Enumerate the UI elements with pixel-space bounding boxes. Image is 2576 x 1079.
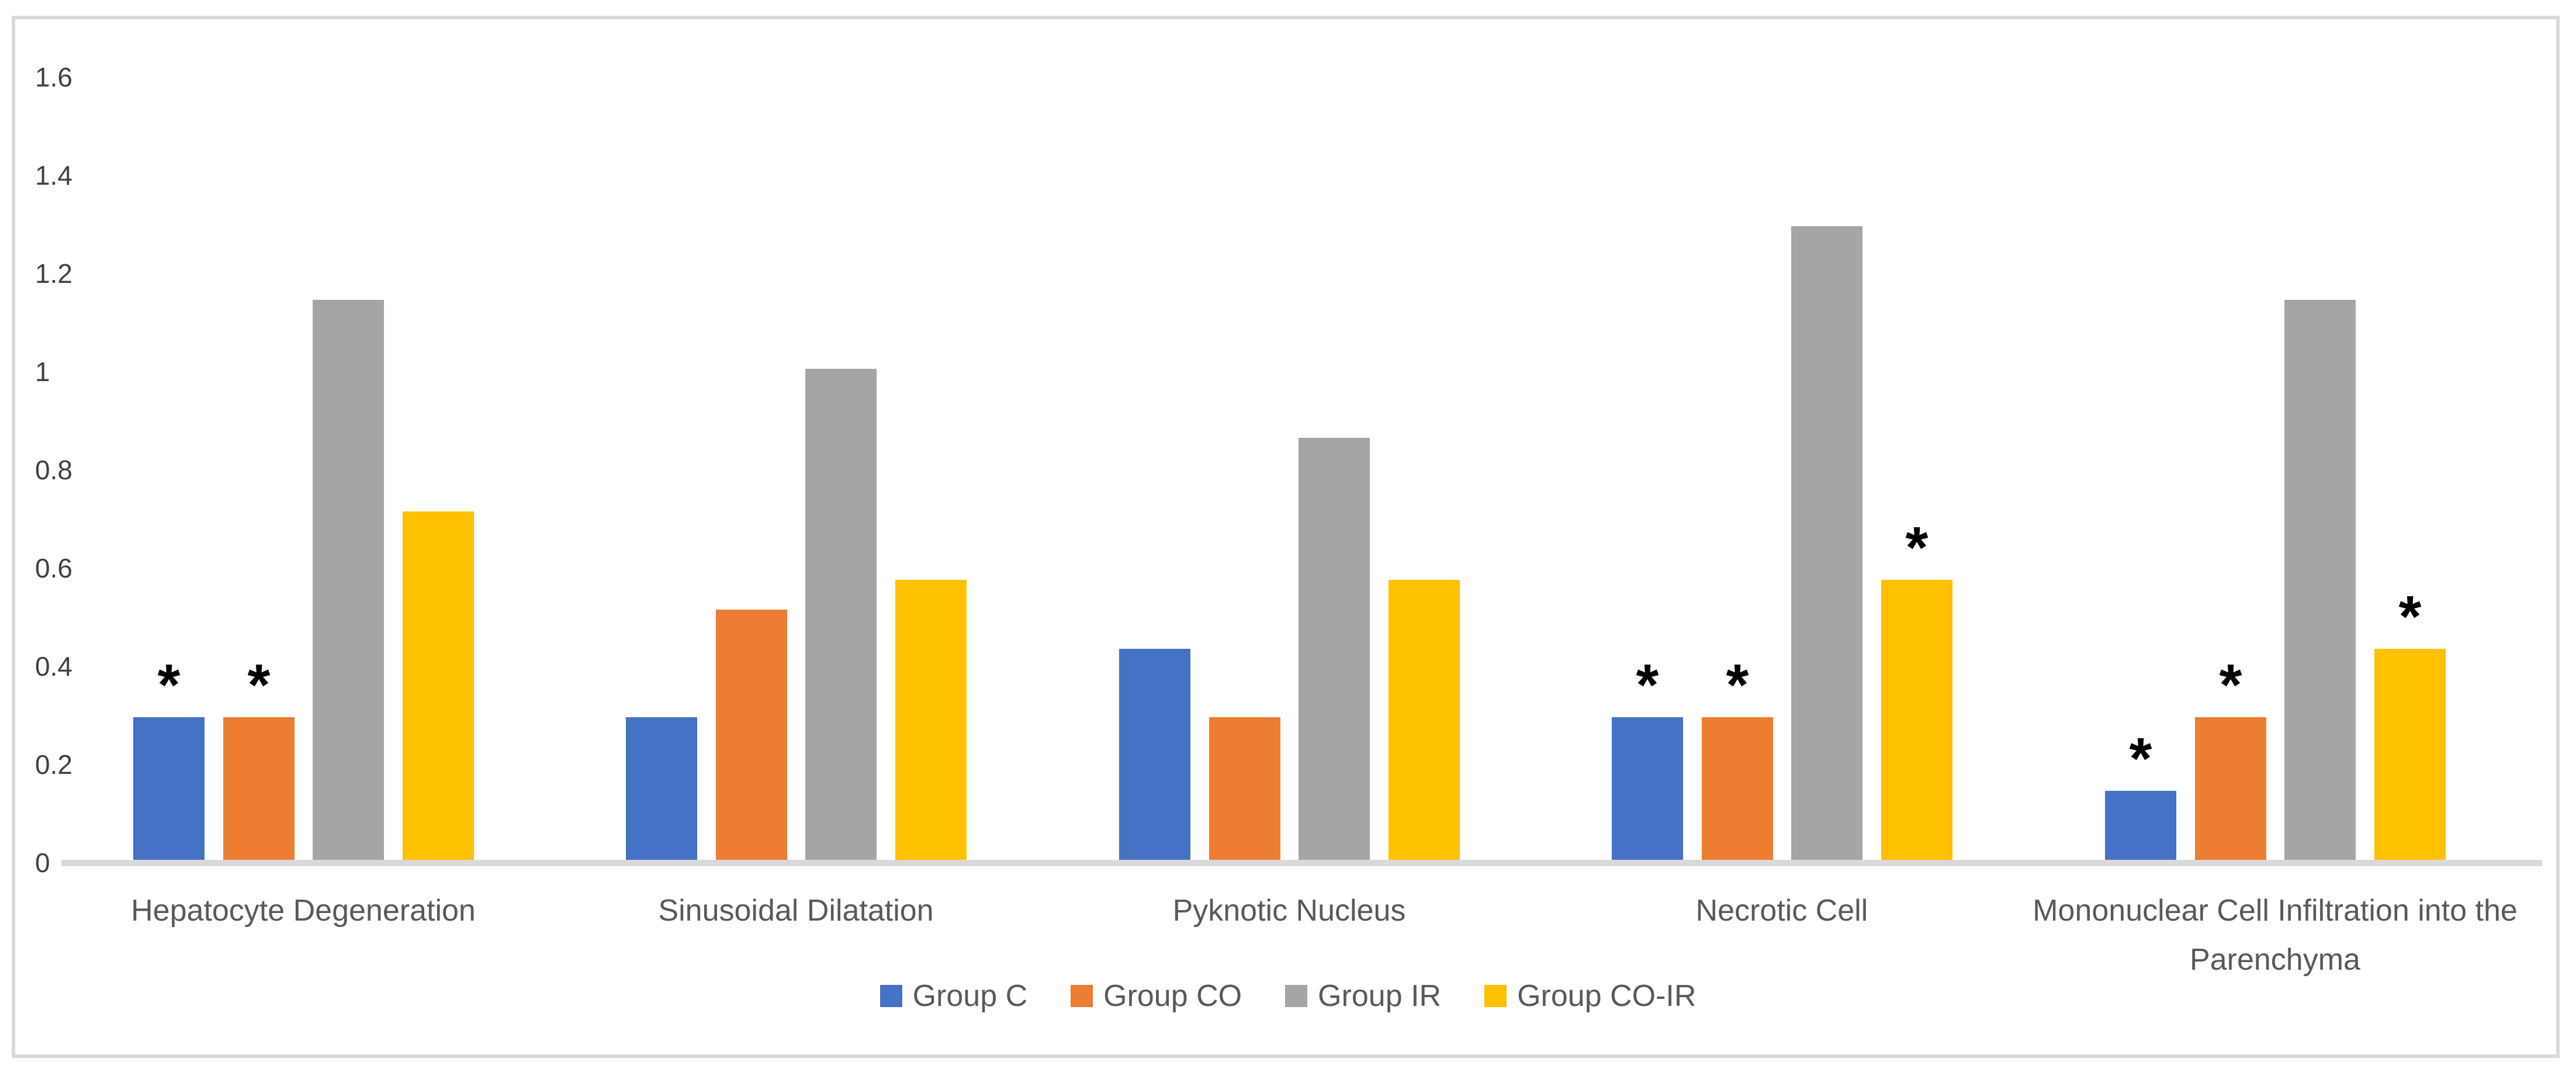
bar-group-c-necrotic-cell	[1612, 717, 1683, 860]
bar-group-ir-pyknotic-nucleus	[1299, 438, 1370, 860]
y-tick-label-1-2: 1.2	[35, 258, 72, 289]
category-label-sinusoidal-dilatation: Sinusoidal Dilatation	[658, 894, 934, 928]
bar-group-co-pyknotic-nucleus	[1209, 717, 1280, 860]
legend-swatch-group-c	[880, 985, 902, 1007]
y-tick-label-0-4: 0.4	[35, 651, 72, 682]
bar-group-co-sinusoidal-dilatation	[716, 610, 787, 860]
y-tick-label-0-8: 0.8	[35, 455, 72, 485]
legend-item-group-ir: Group IR	[1285, 980, 1441, 1012]
bar-group-c-mononuclear-cell-infiltration-into-the-parenchyma	[2105, 791, 2176, 860]
legend-item-group-co-ir: Group CO-IR	[1484, 980, 1696, 1012]
significance-star-group-co-ir-necrotic-cell: *	[1905, 515, 1928, 580]
y-tick-label-1-6: 1.6	[35, 62, 72, 92]
chart-legend: Group C Group CO Group IR Group CO-IR	[0, 973, 2576, 1019]
significance-star-group-c-hepatocyte-degeneration: *	[157, 652, 181, 718]
significance-star-group-c-necrotic-cell: *	[1636, 652, 1659, 718]
x-axis-baseline	[61, 860, 2542, 866]
significance-star-group-co-hepatocyte-degeneration: *	[247, 652, 271, 718]
legend-label-group-co: Group CO	[1103, 979, 1242, 1013]
legend-swatch-group-co	[1071, 985, 1093, 1007]
bar-group-ir-hepatocyte-degeneration	[313, 300, 384, 860]
significance-star-group-co-mononuclear-cell-infiltration-into-the-parenchyma: *	[2219, 652, 2242, 718]
chart-area-border	[12, 16, 2560, 1058]
significance-star-group-co-necrotic-cell: *	[1726, 652, 1749, 718]
y-tick-label-0: 0	[35, 848, 50, 878]
bar-group-c-pyknotic-nucleus	[1119, 649, 1190, 860]
legend-item-group-co: Group CO	[1071, 980, 1242, 1012]
legend-label-group-ir: Group IR	[1318, 979, 1442, 1013]
legend-label-group-c: Group C	[912, 979, 1028, 1013]
legend-label-group-co-ir: Group CO-IR	[1517, 979, 1696, 1013]
y-tick-label-0-2: 0.2	[35, 749, 72, 780]
legend-swatch-group-co-ir	[1484, 985, 1507, 1007]
y-tick-label-1-4: 1.4	[35, 160, 72, 191]
bar-group-co-necrotic-cell	[1702, 717, 1773, 860]
category-label-necrotic-cell: Necrotic Cell	[1695, 894, 1868, 928]
category-label-hepatocyte-degeneration: Hepatocyte Degeneration	[131, 894, 476, 928]
bar-group-co-ir-mononuclear-cell-infiltration-into-the-parenchyma	[2374, 649, 2446, 860]
bar-group-co-ir-hepatocyte-degeneration	[403, 511, 474, 860]
significance-star-group-co-ir-mononuclear-cell-infiltration-into-the-parenchyma: *	[2398, 584, 2422, 649]
legend-swatch-group-ir	[1285, 985, 1308, 1007]
y-tick-label-1: 1	[35, 357, 50, 387]
bar-group-ir-sinusoidal-dilatation	[805, 369, 877, 860]
bar-group-co-mononuclear-cell-infiltration-into-the-parenchyma	[2195, 717, 2266, 860]
legend-item-group-c: Group C	[880, 979, 1028, 1013]
bar-group-co-ir-sinusoidal-dilatation	[895, 580, 967, 860]
bar-group-co-ir-necrotic-cell	[1881, 580, 1952, 860]
bar-group-c-hepatocyte-degeneration	[133, 717, 205, 860]
bar-group-ir-mononuclear-cell-infiltration-into-the-parenchyma	[2284, 300, 2356, 860]
bar-group-c-sinusoidal-dilatation	[626, 717, 697, 860]
y-tick-label-0-6: 0.6	[35, 553, 72, 583]
category-label-pyknotic-nucleus: Pyknotic Nucleus	[1172, 894, 1406, 928]
bar-group-co-ir-pyknotic-nucleus	[1389, 580, 1460, 860]
significance-star-group-c-mononuclear-cell-infiltration-into-the-parenchyma: *	[2129, 726, 2152, 791]
category-label-mononuclear-cell-infiltration-into-the-parenchyma: Mononuclear Cell Infiltration into the P…	[2033, 894, 2518, 977]
bar-group-co-hepatocyte-degeneration	[223, 717, 295, 860]
bar-group-ir-necrotic-cell	[1791, 226, 1862, 860]
